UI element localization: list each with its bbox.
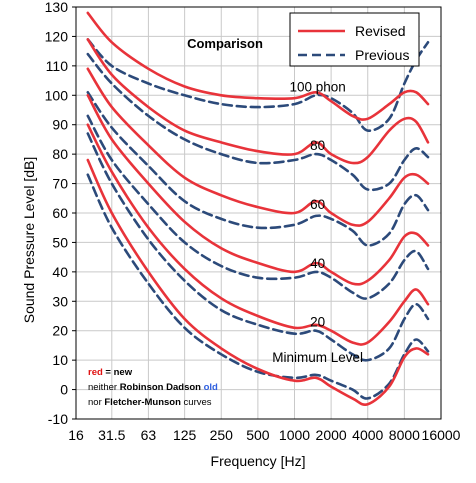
revised-curve-60 xyxy=(86,67,430,227)
legend-label-revised: Revised xyxy=(355,23,406,39)
curve-label: 100 phon xyxy=(289,79,345,94)
revised-curve-100-phon xyxy=(86,11,430,121)
x-tick-label: 1000 xyxy=(279,427,310,443)
curve-label: Minimum Level xyxy=(272,350,363,365)
curve-label: 80 xyxy=(310,138,325,153)
revised-curve-40 xyxy=(86,94,430,286)
previous-curve-20 xyxy=(86,132,430,362)
note-equals-new: = new xyxy=(103,367,133,378)
note-curves: curves xyxy=(181,397,212,408)
annotation-note: red = new neither Robinson Dadson old no… xyxy=(88,367,218,408)
x-tick-label: 31.5 xyxy=(98,427,125,443)
note-red-word: red xyxy=(88,367,103,378)
chart-title: Comparison xyxy=(187,36,263,51)
curve-label: 20 xyxy=(310,315,325,330)
x-tick-label: 500 xyxy=(246,427,270,443)
note-nor: nor xyxy=(88,397,104,408)
curve-label: 60 xyxy=(310,197,325,212)
x-tick-label: 125 xyxy=(173,427,197,443)
y-tick-label: 80 xyxy=(52,146,68,162)
y-tick-label: 30 xyxy=(52,293,68,309)
y-tick-labels: -10 0 10 20 30 40 50 60 70 80 90 100 110 120 130 xyxy=(45,0,76,427)
x-tick-label: 16000 xyxy=(422,427,461,443)
x-tick-label: 4000 xyxy=(352,427,383,443)
y-tick-label: 10 xyxy=(52,352,68,368)
note-line-2: neither Robinson Dadson old xyxy=(88,382,218,393)
x-axis-label: Frequency [Hz] xyxy=(211,453,306,469)
y-tick-label: 0 xyxy=(60,382,68,398)
x-tick-label: 2000 xyxy=(316,427,347,443)
legend-label-previous: Previous xyxy=(355,47,409,63)
x-tick-label: 8000 xyxy=(389,427,420,443)
curve-labels: 100 phon 80 60 40 20 Minimum Level xyxy=(272,79,363,365)
y-axis-label: Sound Pressure Level [dB] xyxy=(21,157,37,324)
revised-curve-80 xyxy=(86,38,430,165)
note-fletcher-munson: Fletcher-Munson xyxy=(104,397,181,408)
legend-box xyxy=(289,12,420,67)
x-tick-label: 250 xyxy=(210,427,234,443)
x-tick-label: 16 xyxy=(68,427,84,443)
y-tick-label: 40 xyxy=(52,264,68,280)
previous-curve-40 xyxy=(86,114,430,300)
previous-curve-60 xyxy=(86,91,430,247)
y-tick-label: 20 xyxy=(52,323,68,339)
y-tick-label: 90 xyxy=(52,117,68,133)
y-tick-label: 70 xyxy=(52,176,68,192)
note-old: old xyxy=(204,382,218,393)
y-tick-label: 130 xyxy=(45,0,69,15)
y-tick-label: 60 xyxy=(52,205,68,221)
y-tick-label: 50 xyxy=(52,234,68,250)
y-tick-label: -10 xyxy=(48,411,68,427)
y-tick-label: 100 xyxy=(45,87,69,103)
note-line-1: red = new xyxy=(88,367,133,378)
note-robinson-dadson: Robinson Dadson xyxy=(120,382,201,393)
x-tick-labels: 16 31.5 63 125 250 500 1000 2000 4000 8000 16000 xyxy=(68,427,460,443)
x-tick-label: 63 xyxy=(141,427,157,443)
y-tick-label: 120 xyxy=(45,28,69,44)
revised-curve-20 xyxy=(86,123,430,346)
curve-label: 40 xyxy=(310,256,325,271)
legend: Revised Previous xyxy=(289,12,420,67)
note-neither: neither xyxy=(88,382,120,393)
revised-curve-minimum-level xyxy=(86,158,430,407)
series-layer xyxy=(86,11,430,407)
note-line-3: nor Fletcher-Munson curves xyxy=(88,397,212,408)
previous-curve-80 xyxy=(86,52,430,192)
y-tick-label: 110 xyxy=(46,58,69,74)
